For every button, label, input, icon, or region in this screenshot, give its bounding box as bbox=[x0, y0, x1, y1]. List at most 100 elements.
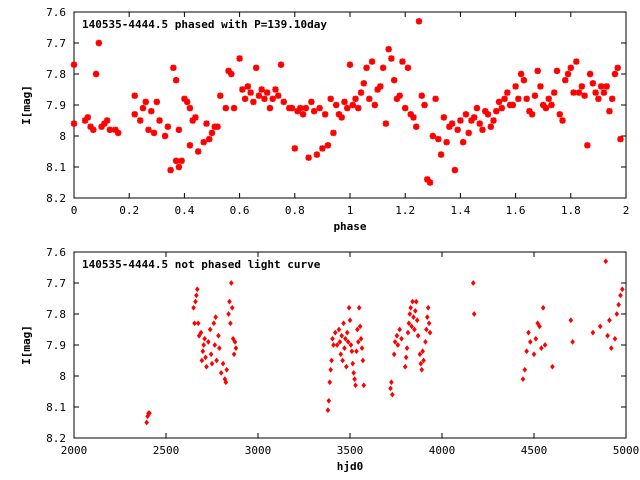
data-point bbox=[220, 360, 226, 367]
data-point bbox=[551, 89, 558, 96]
data-point bbox=[595, 95, 602, 102]
data-point bbox=[411, 314, 416, 320]
data-point bbox=[195, 148, 202, 155]
data-point bbox=[437, 151, 445, 158]
data-point bbox=[504, 89, 511, 96]
data-point bbox=[275, 92, 282, 99]
data-point bbox=[359, 345, 365, 351]
data-point bbox=[410, 114, 417, 121]
data-point bbox=[189, 117, 196, 124]
data-point bbox=[228, 320, 233, 327]
data-point bbox=[590, 329, 596, 336]
data-point bbox=[429, 132, 436, 140]
data-point bbox=[390, 391, 395, 398]
data-point bbox=[277, 61, 285, 68]
data-point bbox=[611, 70, 619, 78]
data-point bbox=[573, 58, 580, 65]
data-point bbox=[144, 419, 149, 426]
data-point bbox=[343, 335, 348, 342]
data-point bbox=[360, 357, 366, 364]
data-point bbox=[528, 111, 536, 118]
data-point bbox=[70, 120, 78, 127]
data-point bbox=[522, 366, 528, 373]
data-point bbox=[227, 298, 232, 305]
data-point bbox=[512, 83, 519, 90]
data-point bbox=[258, 86, 265, 93]
data-point bbox=[568, 317, 574, 324]
data-point bbox=[230, 104, 238, 112]
data-point bbox=[586, 70, 594, 78]
data-point bbox=[462, 111, 470, 118]
data-point bbox=[612, 335, 618, 342]
y-tick-label: 8.1 bbox=[46, 161, 66, 174]
data-point bbox=[95, 39, 103, 47]
data-point bbox=[448, 120, 456, 127]
chart-title: 140535-4444.5 not phased light curve bbox=[82, 258, 321, 271]
data-point bbox=[355, 104, 362, 112]
data-point bbox=[396, 92, 403, 99]
data-point bbox=[371, 101, 379, 109]
x-tick-label: 0.4 bbox=[174, 204, 194, 217]
data-point bbox=[297, 104, 304, 112]
data-point bbox=[355, 339, 361, 345]
data-point bbox=[101, 120, 108, 127]
data-point bbox=[393, 95, 401, 102]
data-point bbox=[175, 126, 183, 133]
data-point bbox=[172, 77, 180, 84]
data-point bbox=[280, 98, 287, 106]
data-point bbox=[391, 351, 397, 358]
data-point bbox=[327, 379, 333, 386]
data-point bbox=[421, 101, 428, 109]
y-tick-label: 8.2 bbox=[46, 432, 66, 445]
data-point bbox=[310, 108, 318, 115]
data-point bbox=[446, 123, 453, 130]
data-point bbox=[139, 104, 147, 112]
data-point bbox=[425, 304, 431, 311]
y-tick-label: 8.2 bbox=[46, 192, 66, 205]
data-point bbox=[347, 317, 353, 324]
data-point bbox=[402, 104, 409, 112]
y-tick-label: 7.8 bbox=[46, 308, 66, 321]
data-point bbox=[584, 142, 591, 149]
data-point bbox=[564, 70, 572, 78]
data-point bbox=[112, 126, 119, 133]
data-point bbox=[589, 80, 597, 87]
data-point bbox=[432, 95, 439, 102]
data-point bbox=[366, 95, 373, 102]
x-tick-label: 0 bbox=[71, 204, 78, 217]
data-point bbox=[614, 311, 620, 317]
data-point bbox=[482, 108, 489, 115]
data-point bbox=[542, 104, 550, 112]
y-tick-label: 7.7 bbox=[46, 277, 66, 290]
data-point bbox=[404, 64, 412, 71]
data-point bbox=[218, 370, 224, 376]
data-point bbox=[363, 64, 370, 71]
data-point bbox=[523, 95, 530, 102]
data-point bbox=[403, 354, 409, 361]
data-point bbox=[618, 292, 623, 299]
x-axis-label: phase bbox=[333, 220, 366, 233]
data-point bbox=[597, 323, 603, 330]
data-point bbox=[338, 351, 344, 358]
data-point bbox=[498, 104, 505, 112]
data-point bbox=[390, 77, 398, 84]
x-tick-label: 3500 bbox=[337, 444, 364, 457]
data-point bbox=[424, 314, 430, 320]
data-point bbox=[427, 329, 433, 336]
data-point bbox=[394, 332, 400, 339]
data-point bbox=[484, 111, 492, 118]
data-point bbox=[233, 345, 239, 351]
data-point bbox=[223, 379, 229, 386]
data-point bbox=[145, 126, 152, 133]
y-axis-label: I[mag] bbox=[20, 85, 33, 125]
data-point bbox=[164, 123, 172, 130]
data-point bbox=[90, 126, 97, 133]
data-point bbox=[231, 351, 237, 358]
data-point bbox=[609, 95, 616, 102]
data-point bbox=[349, 101, 356, 109]
data-point bbox=[520, 77, 528, 84]
data-point bbox=[201, 342, 207, 348]
data-point bbox=[457, 117, 464, 124]
data-point bbox=[454, 126, 461, 133]
